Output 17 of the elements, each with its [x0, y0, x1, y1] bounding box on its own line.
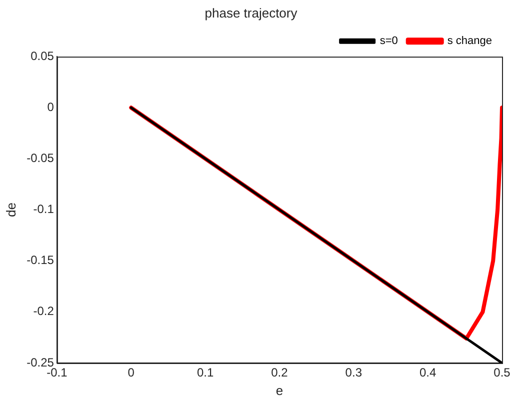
x-tick-label: 0.2: [271, 366, 288, 380]
legend-label: s=0: [380, 35, 398, 48]
chart-title: phase trajectory: [204, 5, 298, 20]
legend-label: s change: [447, 35, 492, 48]
y-tick-label: 0: [47, 100, 54, 114]
x-tick-label: 0.4: [419, 366, 436, 380]
y-tick-label: -0.1: [33, 202, 54, 216]
y-tick-label: -0.2: [33, 304, 54, 318]
x-tick-label: 0.1: [196, 366, 214, 380]
x-axis-title: e: [276, 382, 284, 398]
y-tick-label: -0.05: [26, 151, 54, 166]
y-axis-title: de: [3, 202, 18, 218]
y-tick-label: -0.15: [26, 253, 54, 268]
x-tick-label: 0.3: [345, 366, 362, 380]
y-tick-label: 0.05: [30, 48, 54, 63]
x-tick-label: 0.5: [494, 366, 511, 380]
x-tick-label: 0: [128, 366, 135, 380]
